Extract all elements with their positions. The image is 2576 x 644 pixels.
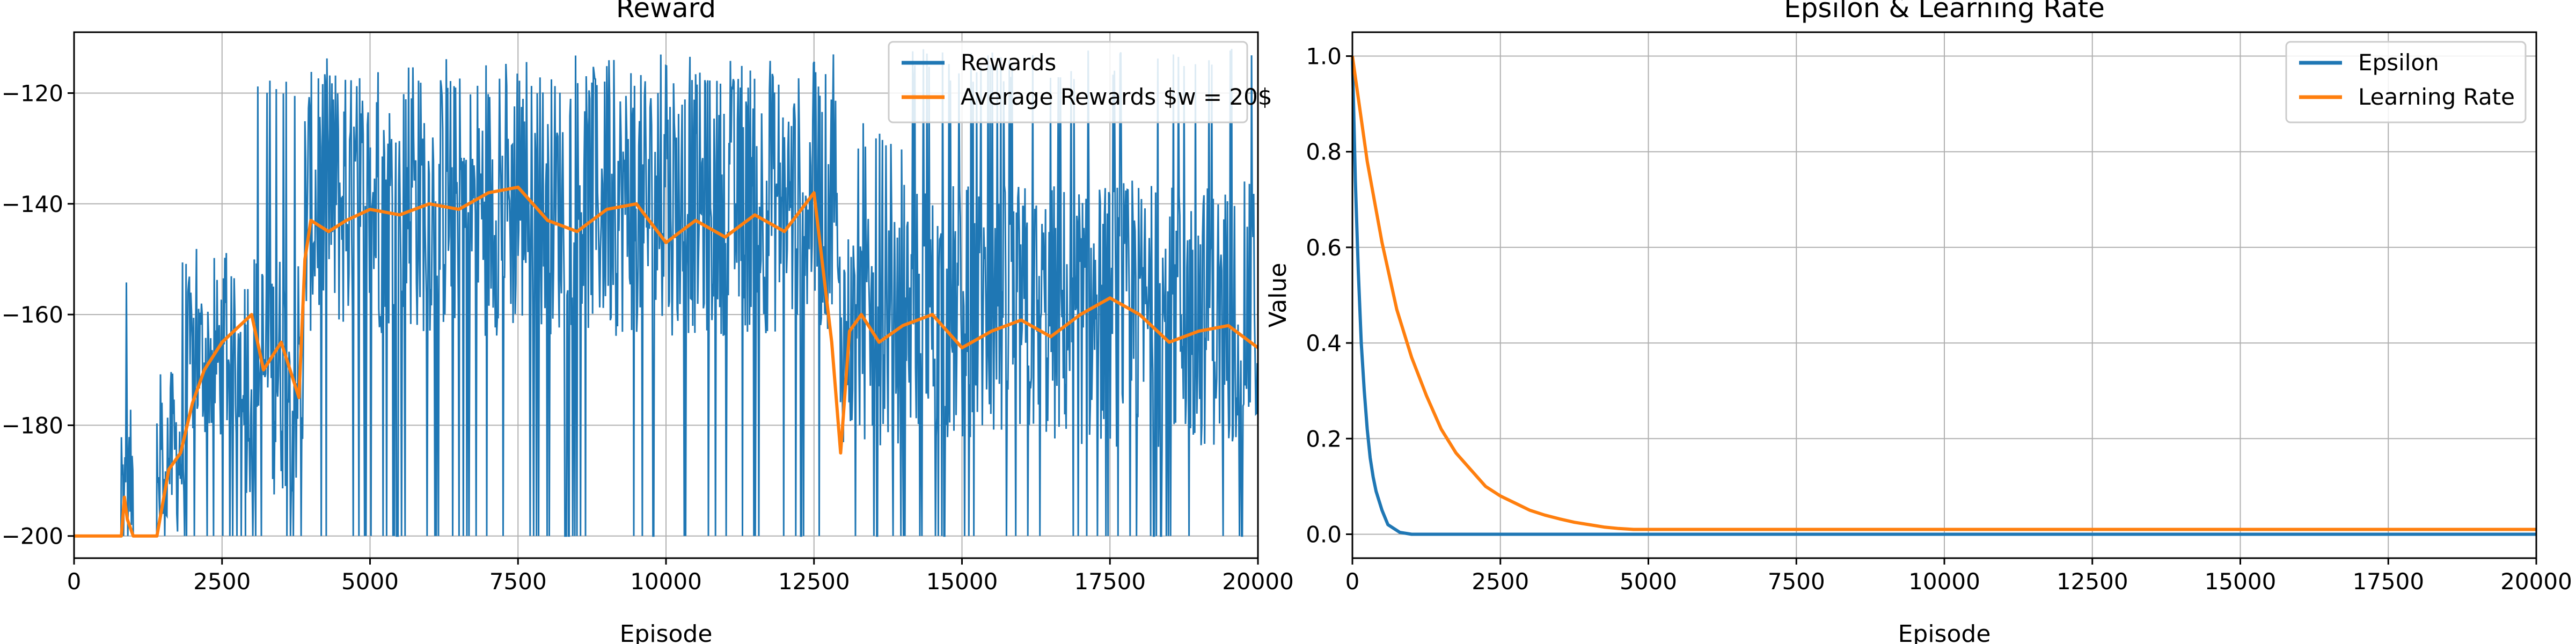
x-tick-label: 17500 (2352, 568, 2424, 595)
x-tick-label: 15000 (2205, 568, 2277, 595)
right-legend: Epsilon Learning Rate (2285, 41, 2527, 123)
x-tick-label: 5000 (1620, 568, 1677, 595)
series-line-1 (1351, 56, 2536, 531)
x-tick-label: 5000 (341, 568, 399, 595)
left-chart-title: Reward (616, 0, 716, 24)
series-line-0 (1351, 56, 2536, 536)
x-tick-label: 0 (67, 568, 82, 595)
y-tick-label: 1.0 (1306, 43, 1342, 70)
right-series-layer (1351, 56, 2536, 536)
x-tick-label: 12500 (2057, 568, 2128, 595)
y-tick-label: 0.0 (1306, 521, 1342, 547)
y-tick-label: −200 (2, 523, 63, 550)
y-tick-label: 0.4 (1306, 330, 1342, 356)
x-tick-label: 2500 (1472, 568, 1529, 595)
left-series-layer (74, 49, 1259, 538)
left-x-axis-label: Episode (620, 620, 713, 644)
right-x-axis-label: Episode (1898, 620, 1991, 644)
y-tick-label: −140 (2, 191, 63, 217)
x-tick-label: 0 (1345, 568, 1360, 595)
y-tick-label: 0.6 (1306, 235, 1342, 261)
x-tick-label: 10000 (630, 568, 702, 595)
x-tick-label: 7500 (1768, 568, 1825, 595)
right-y-axis-label: Value (1264, 263, 1292, 328)
y-tick-label: 0.2 (1306, 426, 1342, 452)
right-chart: 0 2500 5000 7500 10000 12500 15000 17500 20000 0.… (1264, 0, 2572, 644)
left-legend: Rewards Average Rewards $w = 20$ (888, 41, 1272, 123)
x-tick-label: 12500 (778, 568, 850, 595)
x-tick-label: 10000 (1908, 568, 1980, 595)
x-tick-label: 7500 (489, 568, 547, 595)
left-ticks: 0 2500 5000 7500 10000 12500 15000 17500 20000 −2… (2, 80, 1294, 595)
y-tick-label: 0.8 (1306, 139, 1342, 165)
x-tick-label: 20000 (1222, 568, 1294, 595)
x-tick-label: 17500 (1074, 568, 1146, 595)
y-tick-label: −120 (2, 80, 63, 106)
x-tick-label: 15000 (926, 568, 998, 595)
left-legend-box (888, 41, 1248, 123)
right-legend-label-learning-rate: Learning Rate (2358, 84, 2515, 110)
left-legend-label-rewards: Rewards (961, 49, 1056, 76)
x-tick-label: 20000 (2500, 568, 2572, 595)
right-chart-title: Epsilon & Learning Rate (1784, 0, 2105, 24)
right-ticks: 0 2500 5000 7500 10000 12500 15000 17500 20000 0.… (1306, 43, 2572, 595)
left-chart: 0 2500 5000 7500 10000 12500 15000 17500 20000 −2… (2, 0, 1294, 644)
y-tick-label: −160 (2, 302, 63, 328)
right-legend-box (2285, 41, 2527, 123)
y-tick-label: −180 (2, 412, 63, 438)
x-tick-label: 2500 (193, 568, 251, 595)
left-legend-label-average: Average Rewards $w = 20$ (961, 84, 1272, 110)
right-legend-label-epsilon: Epsilon (2358, 49, 2439, 76)
series-line-1 (74, 185, 1259, 538)
series-line-0 (74, 49, 1258, 537)
